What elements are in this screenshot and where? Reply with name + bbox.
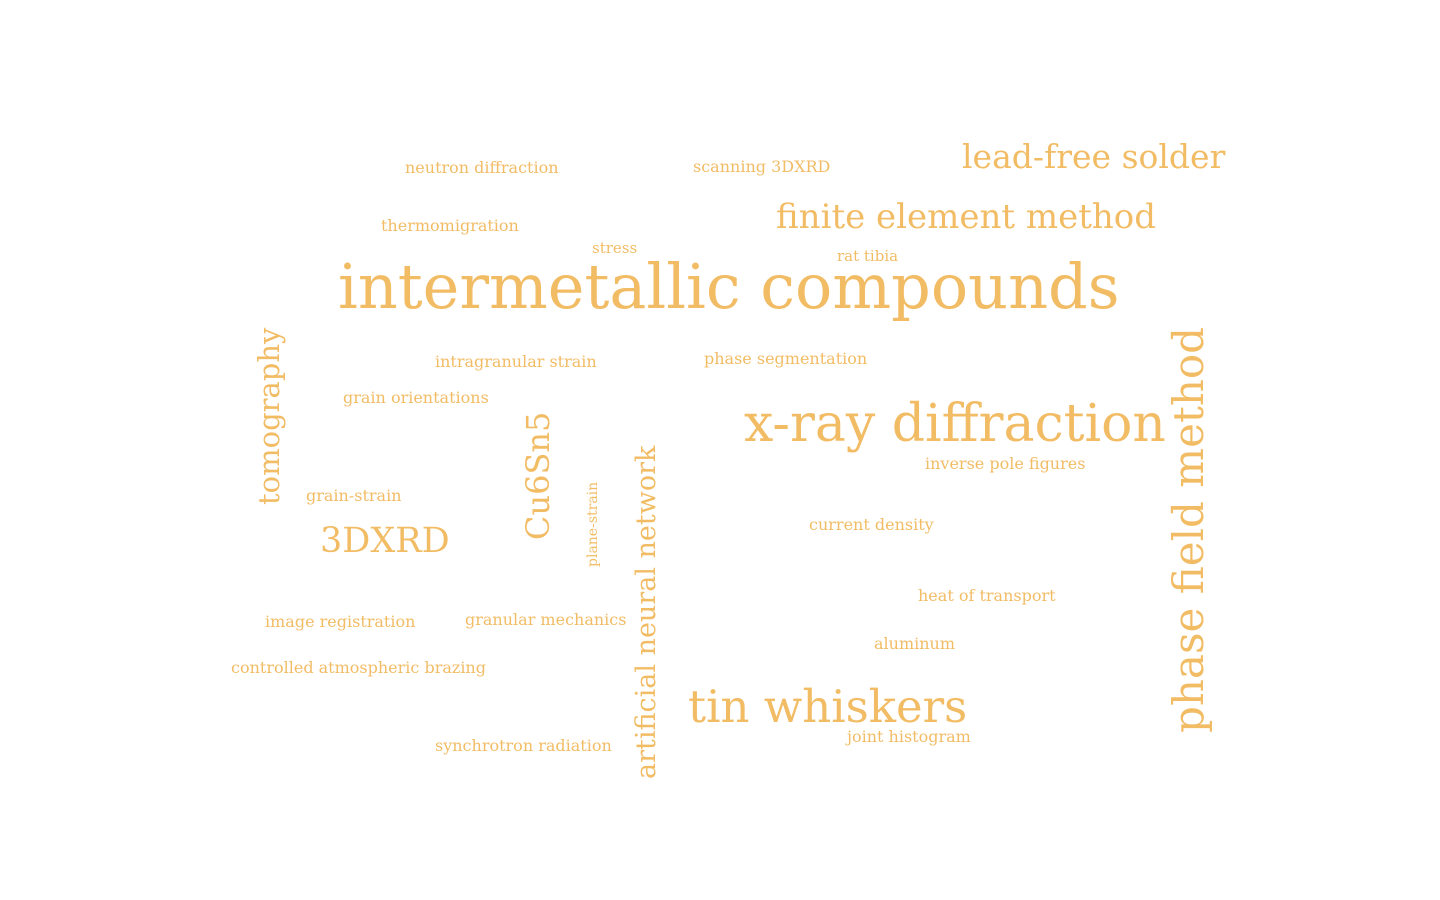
word-granular-mechanics: granular mechanics [465, 610, 627, 629]
word-intermetallic-compounds: intermetallic compounds [338, 250, 1120, 323]
word-lead-free-solder: lead-free solder [962, 137, 1226, 176]
word-thermomigration: thermomigration [381, 216, 519, 235]
word-3dxrd: 3DXRD [320, 521, 450, 561]
word-intragranular-strain: intragranular strain [435, 352, 597, 371]
word-heat-of-transport: heat of transport [918, 586, 1056, 605]
word-inverse-pole-figures: inverse pole figures [925, 454, 1086, 473]
word-current-density: current density [809, 515, 934, 534]
word-grain-orientations: grain orientations [343, 388, 489, 407]
word-scanning-3dxrd: scanning 3DXRD [693, 157, 831, 176]
word-controlled-atmospheric-brazing: controlled atmospheric brazing [231, 658, 486, 677]
word-x-ray-diffraction: x-ray diffraction [744, 394, 1166, 454]
word-joint-histogram: joint histogram [847, 727, 971, 746]
word-grain-strain: grain-strain [306, 486, 402, 505]
word-cu6sn5: Cu6Sn5 [519, 411, 557, 540]
word-artificial-neural-network: artificial neural network [631, 445, 662, 779]
word-image-registration: image registration [265, 612, 416, 631]
word-rat-tibia: rat tibia [837, 247, 899, 265]
word-finite-element-method: finite element method [776, 197, 1157, 237]
word-stress: stress [592, 239, 638, 257]
word-phase-field-method: phase field method [1164, 326, 1213, 733]
word-plane-strain: plane-strain [585, 481, 601, 567]
word-synchrotron-radiation: synchrotron radiation [435, 736, 612, 755]
word-tomography: tomography [252, 327, 286, 505]
word-aluminum: aluminum [874, 634, 956, 653]
word-neutron-diffraction: neutron diffraction [405, 158, 559, 177]
word-tin-whiskers: tin whiskers [688, 680, 968, 733]
word-phase-segmentation: phase segmentation [704, 349, 868, 368]
